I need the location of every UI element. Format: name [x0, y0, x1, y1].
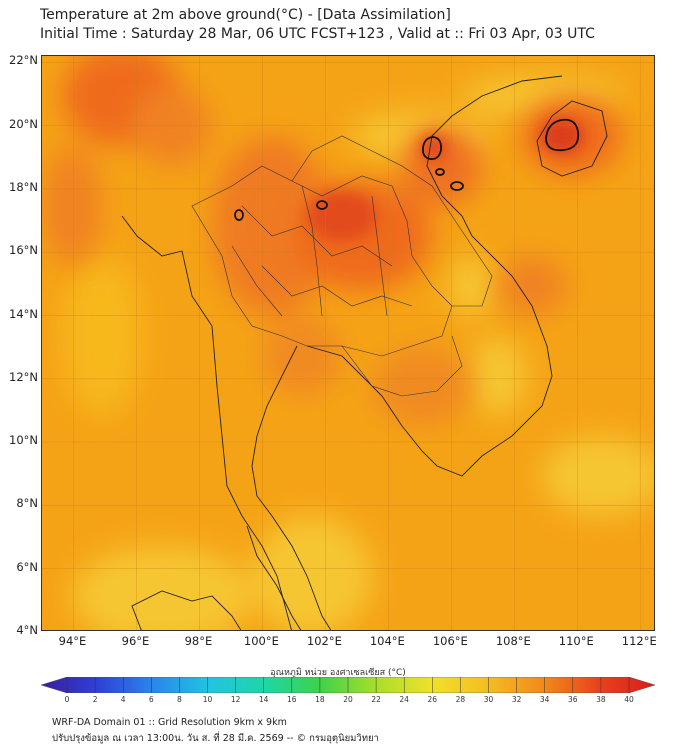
contour-vietnam-small-2	[450, 181, 464, 191]
colorbar-tick-label: 22	[371, 695, 381, 704]
lon-label: 96°E	[121, 634, 150, 648]
lat-label: 6°N	[16, 559, 38, 574]
coastline-west	[121, 215, 292, 630]
colorbar-tick-label: 8	[177, 695, 182, 704]
colorbar-tick-label: 6	[148, 695, 154, 704]
colorbar-label: อุณหภูมิ หน่วย องศาเซลเซียส (°C)	[270, 668, 406, 678]
footer-update-info: ปรับปรุงข้อมูล ณ เวลา 13:00น. วัน ส. ที่…	[52, 733, 379, 744]
lat-label: 4°N	[16, 623, 38, 637]
coastline-borneo	[131, 590, 242, 630]
colorbar-tick-label: 0	[64, 695, 70, 704]
colorbar-tick-label: 18	[315, 695, 325, 704]
lat-label: 20°N	[9, 116, 38, 131]
lon-label: 112°E	[621, 634, 657, 648]
hottest-zones	[307, 118, 584, 241]
lat-label: 12°N	[9, 369, 38, 384]
colorbar-tick-label: 30	[483, 695, 494, 704]
colorbar-tick-label: 34	[539, 695, 550, 704]
contour-myanmar	[234, 209, 244, 221]
contour-hainan	[545, 118, 580, 152]
lon-label: 108°E	[495, 634, 531, 648]
colorbar-tick-label: 38	[596, 695, 606, 704]
border-provinces-1	[241, 205, 393, 267]
lat-label: 14°N	[9, 306, 38, 321]
map-canvas	[42, 56, 654, 630]
colorbar	[40, 676, 656, 694]
lon-label: 110°E	[558, 634, 594, 648]
border-laos	[291, 135, 493, 307]
colorbar-tick-label: 26	[427, 695, 438, 704]
colorbar-tick-label: 2	[92, 695, 98, 704]
lat-label: 8°N	[16, 496, 38, 511]
coastline-malay	[246, 525, 302, 630]
colorbar-tick-label: 28	[455, 695, 466, 704]
contour-vietnam-north	[421, 136, 442, 160]
colorbar-tick-label: 12	[230, 695, 241, 704]
colorbar-tick-label: 36	[568, 695, 578, 704]
footer-model-info: WRF-DA Domain 01 :: Grid Resolution 9km …	[52, 717, 287, 728]
coastline-hainan	[536, 100, 608, 177]
temperature-contours	[234, 118, 580, 221]
colorbar-tick-label: 24	[399, 695, 409, 704]
colorbar-tick-label: 14	[258, 695, 269, 704]
colorbar-tick-label: 20	[343, 695, 353, 704]
border-provinces-3	[231, 245, 283, 317]
coastlines	[121, 75, 608, 630]
colorbar-tick-label: 16	[287, 695, 297, 704]
contour-laos	[316, 200, 328, 210]
lon-label: 98°E	[184, 634, 213, 648]
colorbar-tick-label: 32	[511, 695, 522, 704]
border-provinces-4	[301, 185, 323, 317]
border-cambodia	[341, 335, 463, 397]
admin-borders	[191, 135, 493, 397]
lon-label: 94°E	[58, 634, 87, 648]
colorbar-tick-label: 4	[120, 695, 126, 704]
chart-title: Temperature at 2m above ground(°C) - [Da…	[40, 7, 451, 23]
lon-label: 100°E	[243, 634, 279, 648]
lat-label: 22°N	[9, 53, 38, 68]
border-provinces-2	[261, 265, 413, 307]
colorbar-tick-marks	[66, 677, 630, 693]
border-provinces-5	[371, 195, 388, 317]
graticule	[42, 56, 654, 630]
colorbar-tick-label: 10	[202, 695, 213, 704]
lat-label: 10°N	[9, 433, 38, 448]
lon-label: 102°E	[306, 634, 342, 648]
temperature-map	[41, 55, 655, 631]
colorbar-graphic	[40, 676, 656, 694]
coastline-gulf	[251, 345, 332, 630]
colorbar-tick-label: 40	[624, 695, 634, 704]
coastline-east	[306, 75, 563, 477]
lon-label: 106°E	[432, 634, 468, 648]
lat-label: 16°N	[9, 243, 38, 258]
chart-subtitle: Initial Time : Saturday 28 Mar, 06 UTC F…	[40, 26, 595, 42]
contour-vietnam-small-1	[435, 168, 445, 176]
lat-label: 18°N	[9, 179, 38, 194]
lon-label: 104°E	[369, 634, 405, 648]
